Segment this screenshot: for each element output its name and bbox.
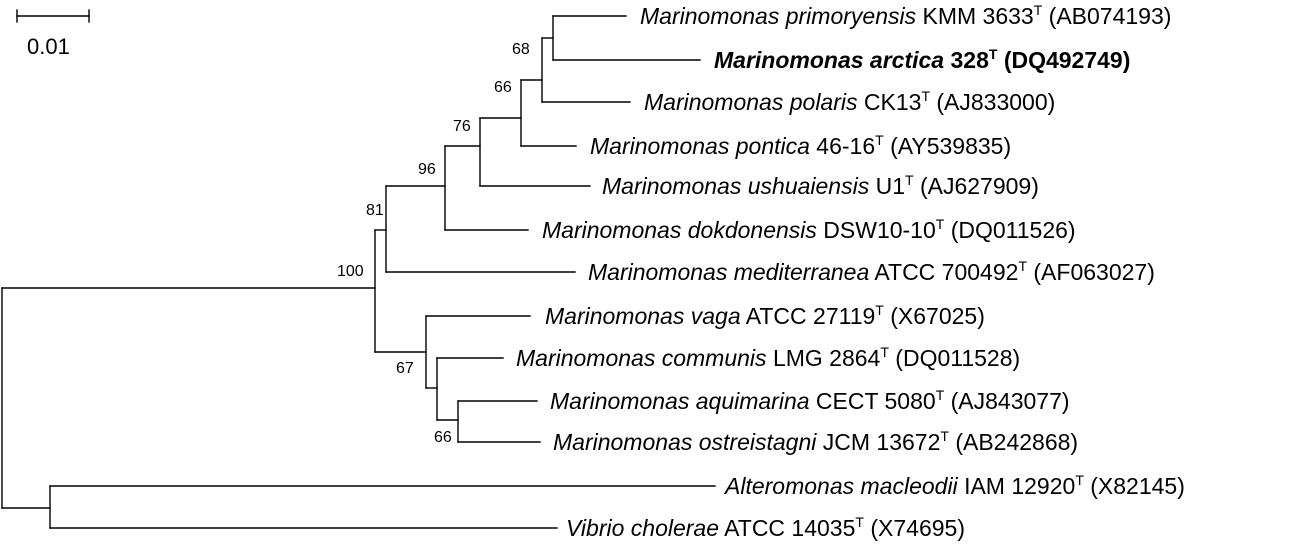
leaf-label: Alteromonas macleodii IAM 12920T (X82145… (723, 472, 1185, 499)
tree-branches (1, 15, 716, 529)
leaf-label: Marinomonas vaga ATCC 27119T (X67025) (545, 302, 985, 329)
bootstrap-value: 66 (434, 429, 452, 446)
leaf-label: Marinomonas pontica 46-16T (AY539835) (590, 132, 1011, 159)
leaf-label: Marinomonas ostreistagni JCM 13672T (AB2… (553, 428, 1078, 455)
leaf-label: Vibrio cholerae ATCC 14035T (X74695) (566, 514, 965, 541)
leaf-label: Marinomonas mediterranea ATCC 700492T (A… (588, 258, 1155, 285)
leaf-label: Marinomonas arctica 328T (DQ492749) (714, 46, 1130, 73)
scale-bar-label: 0.01 (27, 34, 70, 59)
leaf-label: Marinomonas aquimarina CECT 5080T (AJ843… (550, 387, 1070, 414)
leaf-labels: Marinomonas primoryensis KMM 3633T (AB07… (516, 2, 1185, 541)
leaf-label: Marinomonas communis LMG 2864T (DQ011528… (516, 344, 1020, 371)
scale-bar: 0.01 (16, 9, 90, 59)
bootstrap-value: 76 (453, 118, 471, 135)
leaf-label: Marinomonas primoryensis KMM 3633T (AB07… (640, 2, 1171, 29)
leaf-label: Marinomonas ushuaiensis U1T (AJ627909) (602, 172, 1039, 199)
leaf-label: Marinomonas dokdonensis DSW10-10T (DQ011… (542, 216, 1076, 243)
leaf-label: Marinomonas polaris CK13T (AJ833000) (644, 88, 1055, 115)
bootstrap-value: 96 (418, 161, 436, 178)
bootstrap-value: 100 (337, 263, 364, 280)
bootstrap-values: 68 66 76 96 81 100 67 66 (337, 41, 530, 446)
bootstrap-value: 81 (366, 202, 384, 219)
bootstrap-value: 68 (512, 41, 530, 58)
bootstrap-value: 67 (396, 360, 414, 377)
bootstrap-value: 66 (494, 79, 512, 96)
